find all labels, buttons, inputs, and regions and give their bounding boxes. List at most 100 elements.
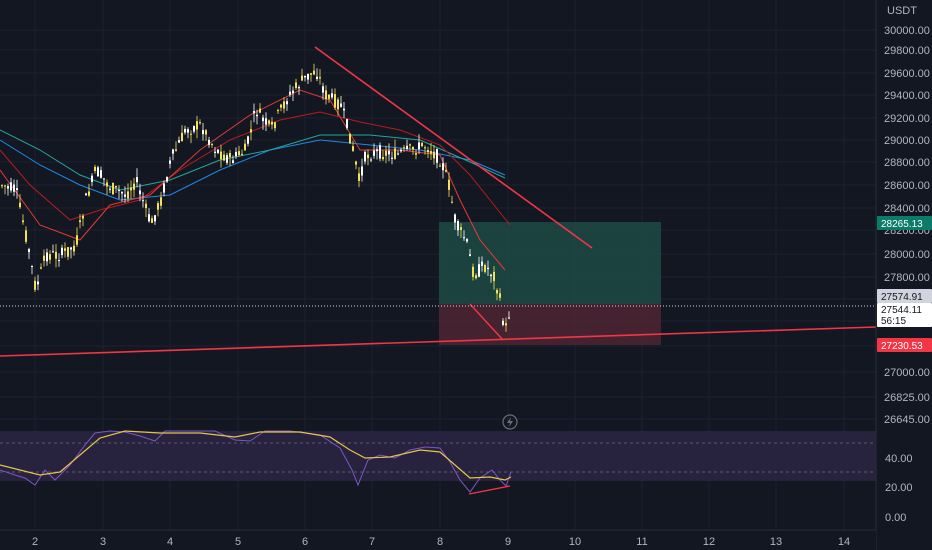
candle-body — [304, 75, 306, 78]
divergence-line-oscillator[interactable] — [468, 485, 511, 495]
candle-body — [205, 130, 207, 135]
candle-body — [64, 248, 66, 251]
candle-body — [355, 161, 357, 165]
candle-body — [415, 153, 417, 155]
candle-body — [7, 186, 9, 189]
candle-body — [208, 139, 210, 145]
candle-body — [259, 108, 261, 113]
candle-body — [334, 94, 336, 108]
price-axis-panel[interactable] — [876, 0, 932, 550]
price-tick-label: 28600.00 — [884, 180, 930, 192]
time-tick-label: 11 — [636, 536, 647, 548]
stop-loss-zone[interactable] — [439, 304, 661, 345]
candle-body — [424, 147, 426, 149]
take-profit-price-tag: 28265.13 — [877, 216, 932, 230]
candle-body — [505, 323, 507, 326]
price-tick-label: 27000.00 — [884, 367, 930, 379]
candle-body — [490, 274, 492, 277]
oscillator-axis-ticks: 40.00 20.00 0.00 — [885, 453, 913, 524]
candle-body — [454, 214, 456, 223]
candle-body — [493, 271, 495, 282]
candle-body — [388, 150, 390, 155]
candle-body — [184, 128, 186, 133]
time-tick-label: 6 — [302, 536, 308, 548]
candle-body — [4, 185, 6, 187]
candle-body — [376, 149, 378, 152]
candle-body — [214, 151, 216, 153]
candle-body — [397, 153, 399, 155]
candle-body — [142, 200, 144, 202]
candle-body — [163, 183, 165, 193]
svg-text:27574.91: 27574.91 — [881, 292, 923, 303]
time-axis-panel[interactable] — [0, 530, 876, 550]
candle-body — [289, 91, 291, 95]
last-price-tag: 27544.11 56:15 — [877, 303, 932, 327]
candle-body — [241, 153, 243, 155]
time-tick-label: 9 — [505, 536, 511, 548]
candle-body — [160, 197, 162, 206]
svg-text:27230.53: 27230.53 — [881, 341, 923, 352]
candle-body — [475, 275, 477, 279]
candle-body — [427, 150, 429, 153]
candle-body — [220, 151, 222, 160]
go-to-realtime-button[interactable] — [502, 414, 518, 430]
candle-body — [283, 101, 285, 109]
take-profit-zone[interactable] — [439, 222, 661, 304]
candle-body — [19, 202, 21, 208]
candle-body — [340, 103, 342, 107]
price-tick-label: 28800.00 — [884, 157, 930, 169]
candle-body — [217, 149, 219, 153]
candle-body — [115, 185, 117, 188]
svg-text:27544.11: 27544.11 — [881, 305, 922, 316]
candle-body — [421, 142, 423, 147]
time-tick-label: 8 — [437, 536, 443, 548]
oscillator-tick-label: 20.00 — [885, 482, 913, 494]
candle-body — [133, 183, 135, 190]
time-tick-label: 3 — [100, 536, 106, 548]
candle-body — [301, 75, 303, 81]
candle-body — [469, 254, 471, 257]
candle-body — [118, 190, 120, 191]
candle-body — [361, 166, 363, 176]
candle-body — [328, 94, 330, 99]
candle-body — [262, 117, 264, 122]
candle-body — [40, 267, 42, 269]
oscillator-lines — [0, 430, 512, 493]
candle-body — [394, 148, 396, 159]
candle-body — [124, 194, 126, 197]
divergence-line-price[interactable] — [469, 303, 504, 341]
candle-body — [193, 126, 195, 132]
price-tick-label: 29400.00 — [884, 90, 930, 102]
candle-body — [472, 266, 474, 277]
candle-body — [322, 86, 324, 93]
time-tick-label: 5 — [235, 536, 241, 548]
candle-body — [274, 122, 276, 129]
candlestick-series — [1, 63, 510, 332]
candle-body — [190, 133, 192, 135]
candle-body — [196, 121, 198, 130]
candle-body — [298, 87, 300, 89]
descending-trendline[interactable] — [314, 46, 593, 249]
stop-loss-price-tag: 27230.53 — [877, 338, 932, 352]
candle-body — [277, 110, 279, 112]
candle-body — [178, 140, 180, 143]
oscillator-tick-label: 0.00 — [885, 512, 906, 524]
candle-body — [244, 143, 246, 151]
candle-body — [127, 191, 129, 199]
ascending-support-line[interactable] — [0, 326, 877, 357]
time-tick-label: 12 — [703, 536, 715, 548]
candle-body — [10, 182, 12, 191]
candle-body — [16, 188, 18, 190]
candle-body — [457, 221, 459, 231]
candle-body — [466, 239, 468, 242]
candle-body — [349, 133, 351, 144]
candle-body — [280, 104, 282, 108]
candle-body — [22, 220, 24, 223]
candle-body — [391, 157, 393, 159]
candle-body — [85, 193, 87, 196]
candle-body — [292, 90, 294, 94]
candle-body — [370, 159, 372, 161]
candle-body — [502, 320, 504, 325]
time-tick-label: 14 — [838, 536, 850, 548]
